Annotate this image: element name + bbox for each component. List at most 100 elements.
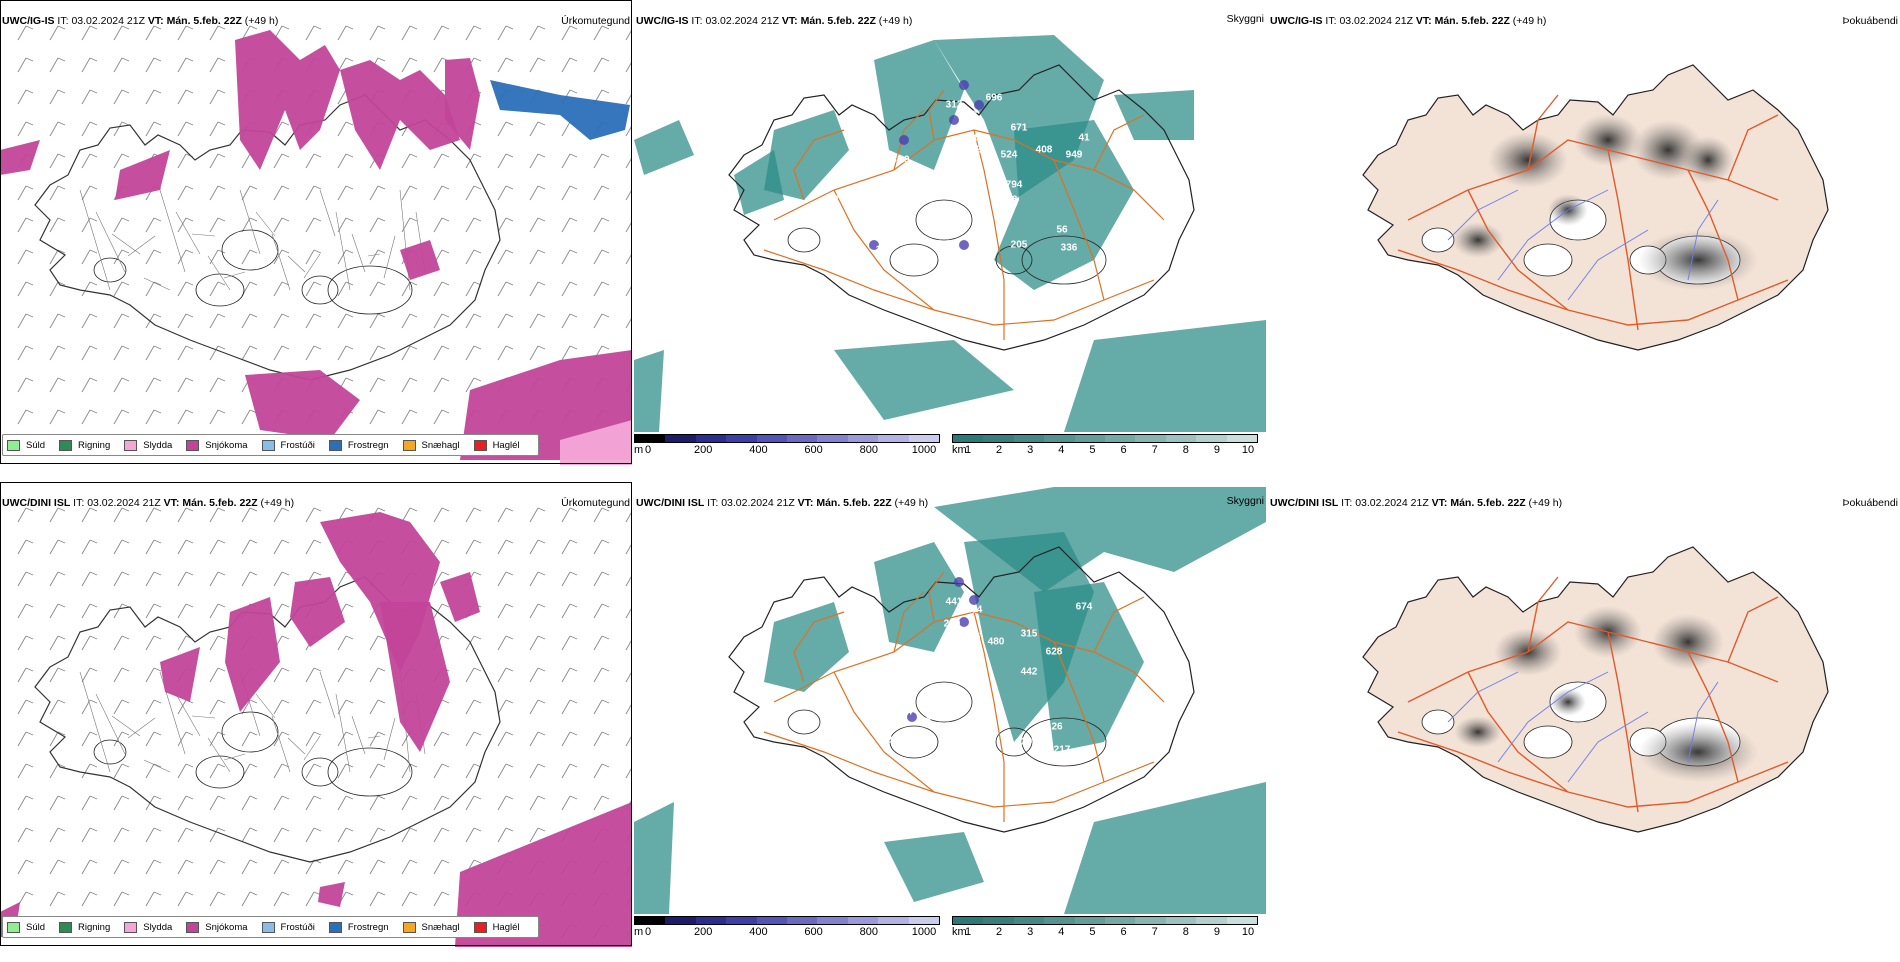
wind-barb bbox=[113, 827, 123, 843]
wind-barb bbox=[337, 89, 347, 105]
wind-barb bbox=[121, 763, 130, 768]
wind-barb bbox=[625, 542, 632, 555]
legend-swatch bbox=[328, 921, 342, 933]
wind-barb bbox=[89, 603, 98, 608]
wind-barb bbox=[81, 89, 91, 105]
wind-barb bbox=[177, 281, 187, 297]
road-line bbox=[287, 255, 306, 273]
wind-barb bbox=[81, 891, 91, 907]
wind-barb bbox=[121, 345, 130, 350]
wind-barb bbox=[177, 409, 187, 425]
wind-barb bbox=[25, 699, 34, 704]
wind-barb bbox=[281, 507, 290, 512]
wind-barb bbox=[145, 667, 155, 683]
colorbar-tick-label: 7 bbox=[1151, 444, 1158, 456]
road-line bbox=[928, 89, 945, 141]
wind-barb bbox=[473, 667, 482, 672]
wind-barb bbox=[177, 827, 187, 843]
road-line bbox=[287, 737, 306, 755]
colorbar-unit: km bbox=[952, 444, 967, 456]
wind-barb bbox=[369, 281, 379, 297]
wind-barb bbox=[273, 153, 283, 169]
colorbar-unit: km bbox=[952, 926, 967, 938]
wind-barb bbox=[441, 731, 450, 736]
wind-barb bbox=[209, 153, 219, 169]
wind-barb bbox=[153, 667, 162, 672]
wind-barb bbox=[313, 185, 322, 190]
wind-barb bbox=[345, 507, 354, 512]
wind-barb bbox=[313, 667, 322, 672]
valid-label: VT: bbox=[147, 15, 164, 27]
wind-barb bbox=[377, 763, 386, 768]
wind-barb bbox=[121, 731, 130, 736]
road-line bbox=[175, 211, 201, 255]
wind-barb bbox=[49, 827, 59, 843]
legend-item: Snæhagl bbox=[402, 439, 460, 451]
colorbar-gradient bbox=[952, 434, 1258, 443]
wind-barb bbox=[217, 313, 226, 318]
colorbar-gradient bbox=[634, 916, 940, 925]
wind-barb bbox=[569, 89, 578, 94]
road-line bbox=[1053, 159, 1105, 301]
wind-barb bbox=[529, 25, 539, 41]
cloud-base-label: 628 bbox=[1045, 646, 1063, 658]
wind-barb bbox=[601, 249, 610, 254]
colorbar-tick-label: 2 bbox=[996, 444, 1003, 456]
wind-barb bbox=[529, 635, 539, 651]
wind-barb bbox=[313, 507, 322, 512]
road-line bbox=[973, 129, 1005, 340]
wind-barb bbox=[569, 603, 578, 608]
low-cloud-base-spot bbox=[959, 617, 969, 627]
wind-barb bbox=[217, 345, 226, 350]
wind-barb bbox=[305, 539, 315, 555]
road-line bbox=[239, 189, 261, 255]
colorbar-tick-label: 1 bbox=[964, 926, 972, 938]
wind-barb bbox=[185, 409, 194, 414]
road-line bbox=[1527, 576, 1559, 653]
wind-barb bbox=[121, 409, 130, 414]
wind-barb bbox=[401, 25, 411, 41]
wind-barb bbox=[473, 249, 482, 254]
legend-label: Haglél bbox=[492, 439, 520, 451]
wind-barb bbox=[89, 249, 98, 254]
wind-barb bbox=[241, 409, 251, 425]
wind-barb bbox=[17, 699, 27, 715]
wind-barb bbox=[209, 281, 219, 297]
wind-barb bbox=[249, 507, 258, 512]
colorbar-tick-label: 5 bbox=[1089, 444, 1096, 456]
wind-barb bbox=[121, 699, 130, 704]
low-cloud-base-spot bbox=[969, 595, 979, 605]
wind-barb bbox=[241, 539, 251, 555]
legend-label: Rigning bbox=[78, 921, 111, 933]
wind-barb bbox=[25, 345, 34, 350]
wind-barb bbox=[185, 89, 194, 94]
wind-barb bbox=[601, 731, 610, 736]
sleet-area bbox=[560, 420, 632, 465]
wind-barb bbox=[153, 249, 162, 254]
precip-type-panel: UWC/DINI ISL IT: 03.02.2024 21Z VT: Mán.… bbox=[0, 482, 632, 962]
wind-barb bbox=[57, 731, 66, 736]
precip-type-map bbox=[0, 25, 632, 465]
snow-area bbox=[225, 597, 280, 712]
legend-label: Frostregn bbox=[347, 439, 389, 451]
wind-barb bbox=[25, 571, 34, 576]
wind-barb bbox=[145, 891, 155, 907]
wind-barb bbox=[337, 281, 347, 297]
freezing-rain-area bbox=[490, 80, 630, 140]
wind-barb bbox=[177, 185, 187, 201]
wind-barb bbox=[337, 731, 347, 747]
wind-barb bbox=[505, 121, 514, 126]
glacier-outline bbox=[787, 227, 821, 253]
wind-barb bbox=[121, 89, 130, 94]
wind-barb bbox=[505, 699, 514, 704]
wind-barb bbox=[505, 795, 514, 800]
wind-barb bbox=[281, 635, 290, 640]
wind-barb bbox=[57, 827, 66, 832]
snow-area bbox=[115, 150, 170, 200]
road-line bbox=[893, 109, 925, 171]
wind-barb bbox=[497, 827, 507, 843]
init-label: IT: bbox=[1325, 15, 1337, 27]
parameter-name: Þokuábendi bbox=[1842, 15, 1898, 27]
wind-barb bbox=[305, 795, 315, 811]
wind-barb bbox=[473, 859, 482, 864]
